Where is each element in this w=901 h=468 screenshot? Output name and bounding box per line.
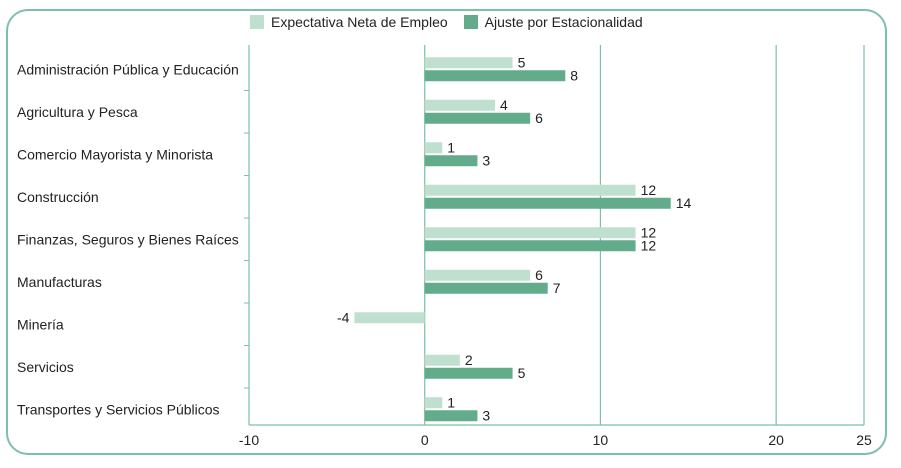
bar — [424, 155, 478, 167]
bar — [424, 70, 566, 82]
data-label: 12 — [641, 182, 657, 198]
x-tick-label: 25 — [856, 432, 872, 448]
data-label: 6 — [535, 267, 543, 283]
bar — [354, 312, 425, 324]
bar — [424, 112, 531, 124]
bar — [424, 269, 531, 281]
legend: Expectativa Neta de Empleo Ajuste por Es… — [250, 14, 659, 30]
x-tick-label: 20 — [768, 432, 784, 448]
bar — [424, 99, 495, 111]
legend-label-expectativa: Expectativa Neta de Empleo — [271, 14, 448, 30]
legend-item-ajuste: Ajuste por Estacionalidad — [463, 14, 643, 30]
bar — [424, 227, 636, 239]
bar — [424, 57, 513, 69]
legend-label-ajuste: Ajuste por Estacionalidad — [484, 14, 643, 30]
category-label: Minería — [17, 316, 64, 332]
bar — [424, 410, 478, 422]
bar — [424, 184, 636, 196]
category-label: Construcción — [17, 189, 99, 205]
legend-swatch-ajuste — [463, 15, 478, 29]
category-label: Administración Pública y Educación — [17, 61, 239, 77]
data-label: 5 — [518, 54, 526, 70]
category-label: Manufacturas — [17, 274, 102, 290]
x-tick-label: 0 — [421, 432, 429, 448]
data-label: 4 — [500, 97, 508, 113]
data-label: 12 — [641, 224, 657, 240]
bar — [424, 354, 460, 366]
bar — [424, 397, 443, 409]
x-tick-label: -10 — [239, 432, 259, 448]
data-label: 3 — [482, 407, 490, 423]
bar — [424, 367, 513, 379]
data-label: 2 — [465, 352, 473, 368]
chart-frame — [6, 9, 887, 455]
category-label: Agricultura y Pesca — [17, 104, 138, 120]
data-label: 6 — [535, 110, 543, 126]
bar — [424, 197, 671, 209]
legend-item-expectativa: Expectativa Neta de Empleo — [250, 14, 448, 30]
data-label: 12 — [641, 237, 657, 253]
category-label: Transportes y Servicios Públicos — [17, 401, 220, 417]
category-label: Finanzas, Seguros y Bienes Raíces — [17, 231, 239, 247]
data-label: -4 — [337, 309, 350, 325]
category-label: Comercio Mayorista y Minorista — [17, 146, 213, 162]
data-label: 8 — [570, 67, 578, 83]
bar — [424, 142, 443, 154]
legend-swatch-expectativa — [250, 15, 264, 29]
data-label: 7 — [553, 280, 561, 296]
x-tick-label: 10 — [593, 432, 609, 448]
category-label: Servicios — [17, 359, 74, 375]
data-label: 1 — [447, 394, 455, 410]
data-label: 14 — [676, 195, 692, 211]
data-label: 3 — [482, 152, 490, 168]
data-label: 1 — [447, 139, 455, 155]
data-label: 5 — [518, 365, 526, 381]
bar — [424, 282, 548, 294]
bar — [424, 240, 636, 252]
